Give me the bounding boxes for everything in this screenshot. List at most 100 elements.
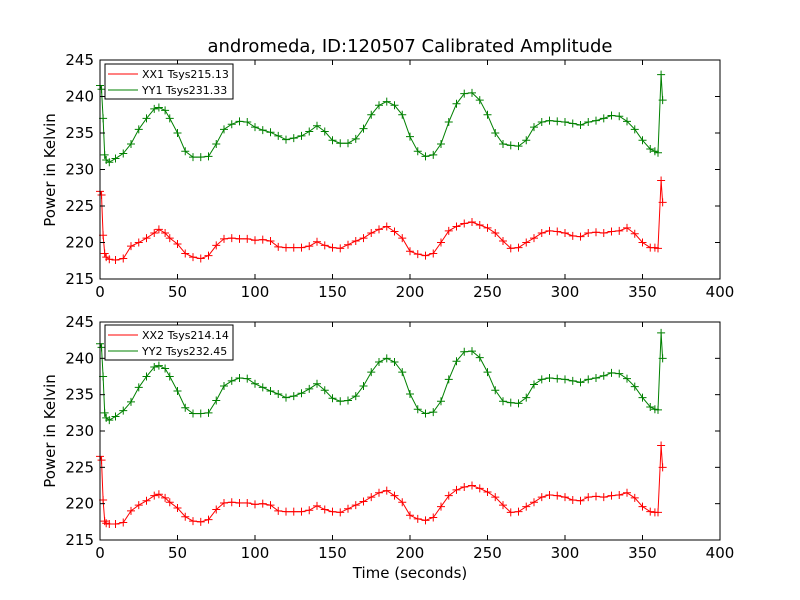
data-point (553, 491, 562, 500)
data-point (460, 219, 469, 228)
data-point (468, 218, 476, 227)
data-point (266, 128, 275, 137)
data-point (561, 375, 569, 384)
data-point (530, 498, 538, 507)
data-point (657, 176, 666, 185)
x-tick-label: 0 (95, 544, 105, 562)
data-point (657, 328, 666, 337)
data-point (398, 498, 407, 507)
data-point (561, 118, 569, 127)
data-point (483, 488, 492, 497)
legend-box (104, 63, 234, 100)
data-point (646, 145, 655, 154)
data-point (568, 231, 577, 240)
data-point (97, 456, 106, 465)
data-point (506, 244, 515, 253)
data-point (561, 493, 569, 502)
data-point (150, 363, 159, 372)
data-point (522, 136, 531, 145)
data-point (274, 389, 283, 398)
x-tick-label: 300 (551, 544, 580, 562)
data-point (220, 498, 228, 507)
top-panel: andromeda, ID:120507 Calibrated Amplitud… (41, 36, 734, 301)
data-point (181, 512, 190, 521)
data-point (413, 514, 422, 523)
data-point (599, 371, 608, 380)
data-point (382, 97, 391, 106)
data-point (189, 253, 197, 262)
data-point (266, 237, 275, 246)
data-point (328, 136, 337, 145)
data-point (305, 242, 314, 251)
x-tick-label: 200 (396, 544, 425, 562)
x-tick-label: 150 (318, 544, 347, 562)
x-tick-label: 100 (241, 544, 270, 562)
data-point (161, 229, 170, 238)
data-point (154, 103, 163, 112)
data-point (227, 120, 236, 129)
data-point (499, 501, 507, 510)
data-point (390, 227, 399, 236)
data-point (111, 412, 120, 421)
data-point (499, 237, 507, 246)
data-point (282, 393, 290, 402)
data-point (105, 255, 114, 264)
data-point (351, 134, 360, 143)
data-point (97, 343, 106, 352)
data-point (243, 498, 252, 507)
data-point (646, 403, 655, 412)
data-point (592, 492, 600, 501)
data-point (437, 397, 445, 406)
data-point (119, 254, 128, 263)
data-point (196, 517, 205, 526)
data-point (336, 397, 345, 406)
data-point (576, 496, 585, 505)
data-point (499, 139, 507, 148)
data-point (630, 125, 639, 134)
data-point (592, 116, 600, 125)
legend-label-yy2: YY2 Tsys232.45 (141, 345, 227, 358)
data-point (537, 375, 546, 384)
data-point (204, 515, 213, 524)
data-point (545, 490, 554, 499)
plot-area: 0 50 100 150 200 250 300 350 400 215 220 225 230 235 2… (65, 51, 734, 301)
data-point (154, 490, 163, 499)
data-point (592, 373, 600, 382)
data-point (382, 222, 391, 231)
legend-box (104, 324, 234, 361)
data-point (646, 507, 655, 516)
data-point (437, 139, 445, 148)
data-point (514, 243, 523, 252)
y-axis-label: Power in Kelvin (41, 374, 59, 488)
data-point (142, 372, 151, 381)
data-point (576, 378, 585, 387)
data-point (313, 121, 321, 130)
data-point (111, 256, 120, 265)
data-point (105, 158, 114, 167)
data-point (235, 234, 244, 243)
data-point (359, 497, 368, 506)
data-point (530, 380, 538, 389)
data-point (111, 154, 120, 163)
data-point (173, 387, 182, 396)
data-point (196, 153, 205, 162)
data-point (615, 112, 624, 121)
data-point (522, 238, 531, 247)
data-point (258, 126, 267, 135)
data-point (654, 148, 662, 157)
data-point (351, 501, 360, 510)
data-point (181, 249, 190, 258)
data-point (638, 393, 647, 402)
legend: XX2 Tsys214.14 YY2 Tsys232.45 (104, 324, 234, 361)
data-point (189, 517, 197, 526)
data-point (491, 386, 500, 395)
data-point (375, 357, 383, 366)
data-point (406, 247, 414, 256)
data-point (204, 408, 213, 417)
data-point (97, 85, 106, 94)
data-point (359, 381, 368, 390)
data-point (654, 508, 662, 517)
data-point (320, 505, 329, 514)
data-point (235, 373, 244, 382)
data-point (468, 481, 476, 490)
